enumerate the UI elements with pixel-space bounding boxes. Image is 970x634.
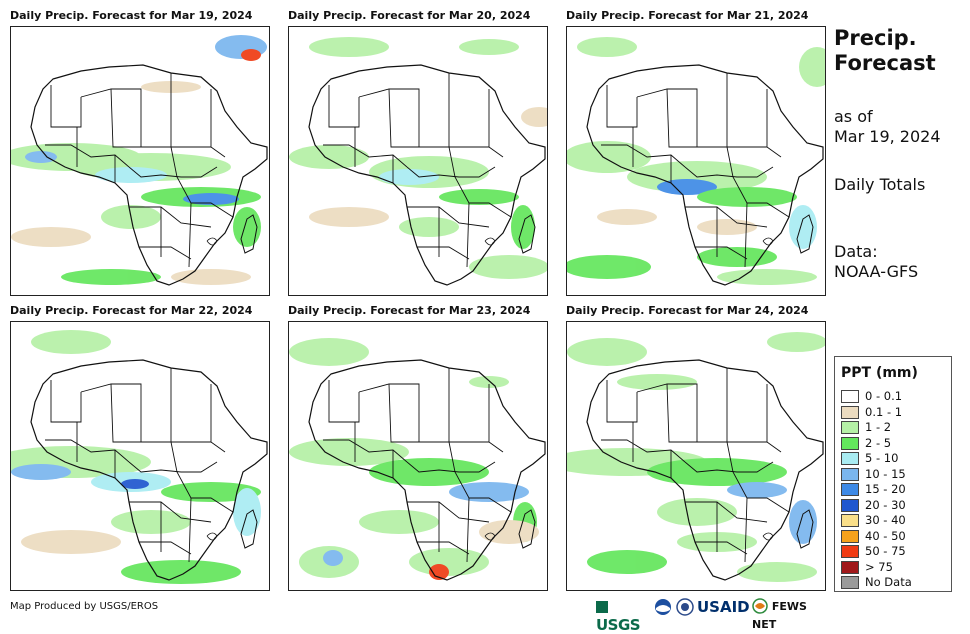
legend-swatch — [841, 514, 859, 527]
legend-swatch — [841, 390, 859, 403]
as-of-label: as of — [834, 107, 873, 126]
as-of-date: as of Mar 19, 2024 — [834, 107, 941, 147]
legend-item: 20 - 30 — [841, 498, 906, 513]
legend-swatch — [841, 452, 859, 465]
precip-map-svg — [11, 27, 269, 295]
legend-item: 15 - 20 — [841, 482, 906, 497]
precip-map-svg — [567, 27, 825, 295]
legend-item: 2 - 5 — [841, 436, 891, 451]
panel-title: Daily Precip. Forecast for Mar 22, 2024 — [10, 304, 253, 317]
precip-map — [566, 26, 826, 296]
doi-logo — [676, 598, 694, 618]
legend-label: 10 - 15 — [865, 466, 906, 481]
legend-swatch — [841, 529, 859, 543]
legend-label: 1 - 2 — [865, 420, 892, 434]
legend-title: PPT (mm) — [841, 365, 918, 381]
fewsnet-globe-icon — [752, 598, 768, 614]
legend-item: 0 - 0.1 — [841, 389, 902, 404]
precip-map — [288, 321, 548, 591]
product-title: Precip. Forecast — [834, 26, 936, 76]
usgs-logo-text: USGS — [596, 616, 641, 634]
partner-logos: USGS USAID FEWS NET — [596, 598, 826, 634]
legend-label: 2 - 5 — [865, 435, 892, 450]
legend-item: 5 - 10 — [841, 451, 898, 466]
legend-label: 20 - 30 — [865, 497, 906, 512]
panel-title: Daily Precip. Forecast for Mar 20, 2024 — [288, 9, 531, 22]
usgs-logo: USGS — [596, 598, 650, 634]
legend-item: > 75 — [841, 560, 893, 575]
legend-swatch — [841, 483, 859, 496]
legend-label: 15 - 20 — [865, 482, 906, 496]
fewsnet-logo: FEWS NET — [752, 598, 826, 631]
legend-item: 40 - 50 — [841, 529, 906, 544]
legend-item: 30 - 40 — [841, 513, 906, 528]
legend-item: No Data — [841, 575, 912, 590]
legend-swatch — [841, 421, 859, 434]
legend-label: No Data — [865, 575, 912, 589]
legend-swatch — [841, 498, 859, 512]
legend-swatch — [841, 560, 859, 574]
legend-item: 10 - 15 — [841, 467, 906, 482]
panel-title: Daily Precip. Forecast for Mar 23, 2024 — [288, 304, 531, 317]
legend-swatch — [841, 545, 859, 558]
legend-swatch — [841, 405, 859, 419]
legend-swatch — [841, 436, 859, 450]
noaa-emblem-icon — [655, 599, 671, 615]
data-source: Data: NOAA-GFS — [834, 242, 918, 282]
precip-map — [288, 26, 548, 296]
legend-label: 40 - 50 — [865, 528, 906, 543]
precip-map-svg — [567, 322, 825, 590]
daily-totals-label: Daily Totals — [834, 175, 926, 194]
panel-title: Daily Precip. Forecast for Mar 21, 2024 — [566, 9, 809, 22]
precip-map-svg — [289, 27, 547, 295]
legend-item: 1 - 2 — [841, 420, 891, 435]
credit-text: Map Produced by USGS/EROS — [10, 601, 159, 612]
precip-map — [10, 26, 270, 296]
legend-swatch — [841, 467, 859, 481]
legend-label: 0 - 0.1 — [865, 389, 903, 403]
precip-map-svg — [289, 322, 547, 590]
legend-label: 50 - 75 — [865, 544, 906, 558]
legend-label: 0.1 - 1 — [865, 404, 903, 419]
usaid-logo: USAID — [697, 598, 750, 616]
product-title-line2: Forecast — [834, 51, 936, 75]
doi-emblem-icon — [676, 598, 694, 616]
legend-swatch — [841, 576, 859, 589]
legend-label: 5 - 10 — [865, 451, 899, 465]
panel-title: Daily Precip. Forecast for Mar 24, 2024 — [566, 304, 809, 317]
product-title-line1: Precip. — [834, 26, 917, 50]
precip-map-svg — [11, 322, 269, 590]
data-source-value: NOAA-GFS — [834, 262, 919, 281]
data-source-label: Data: — [834, 242, 878, 261]
legend-item: 50 - 75 — [841, 544, 906, 559]
panel-title: Daily Precip. Forecast for Mar 19, 2024 — [10, 9, 253, 22]
precip-map — [566, 321, 826, 591]
noaa-logo — [654, 598, 672, 618]
legend-label: 30 - 40 — [865, 513, 906, 527]
usgs-mark-icon — [596, 601, 608, 613]
as-of-value: Mar 19, 2024 — [834, 127, 941, 146]
precip-map — [10, 321, 270, 591]
legend-label: > 75 — [865, 559, 893, 574]
legend-item: 0.1 - 1 — [841, 405, 902, 420]
